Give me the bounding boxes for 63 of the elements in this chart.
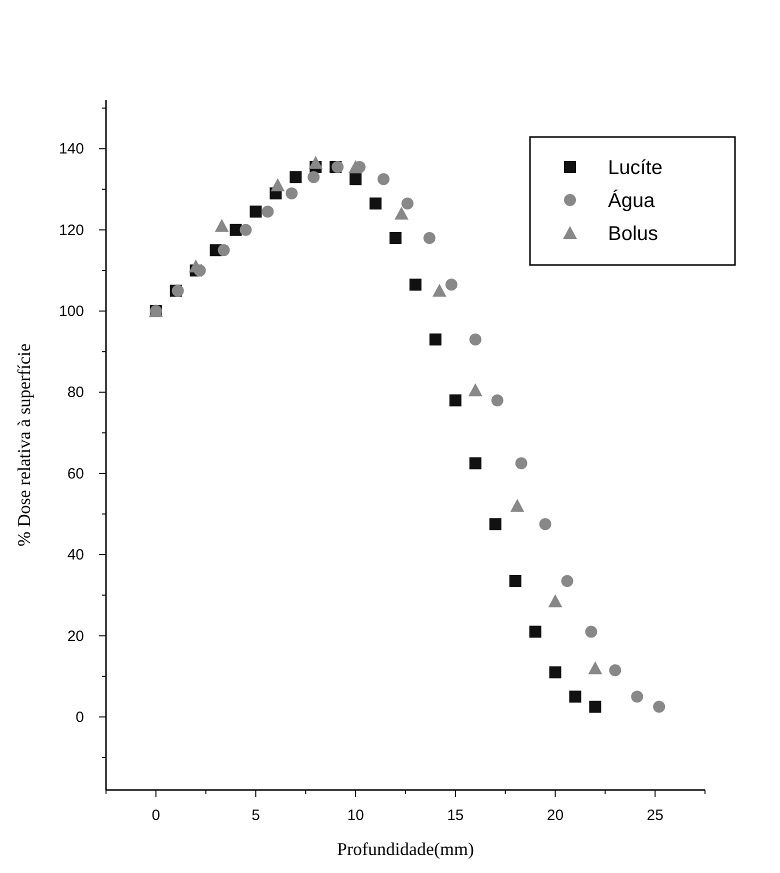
- point: [469, 457, 482, 470]
- point: [429, 333, 442, 346]
- point: [308, 156, 323, 169]
- point: [370, 198, 382, 210]
- point: [423, 232, 436, 244]
- point: [529, 626, 542, 638]
- point: [561, 574, 574, 587]
- y-tick-label: 140: [58, 140, 84, 158]
- x-axis-title: Profundidade(mm): [337, 839, 474, 859]
- x-tick-label: 20: [546, 807, 564, 824]
- y-tick-label: 80: [67, 384, 84, 402]
- point: [509, 574, 522, 587]
- point: [510, 498, 524, 512]
- point: [539, 518, 552, 530]
- x-tick-label: 25: [646, 807, 664, 824]
- point: [270, 178, 285, 192]
- legend-label: Água: [608, 189, 656, 212]
- point: [230, 224, 242, 236]
- point: [588, 661, 602, 674]
- point: [569, 690, 582, 703]
- point: [653, 700, 666, 713]
- point: [445, 278, 458, 291]
- point: [394, 206, 409, 220]
- point: [348, 160, 363, 173]
- point: [515, 457, 528, 470]
- point: [491, 394, 504, 406]
- point: [401, 198, 414, 210]
- point: [286, 187, 298, 200]
- point: [290, 171, 302, 184]
- point: [589, 700, 602, 713]
- point: [449, 394, 462, 406]
- y-tick-label: 40: [67, 546, 84, 564]
- point: [468, 383, 482, 396]
- point: [548, 594, 562, 608]
- point: [585, 626, 598, 638]
- y-tick-label: 120: [58, 222, 84, 239]
- x-tick-label: 0: [152, 807, 160, 824]
- point: [390, 232, 402, 244]
- y-tick-label: 20: [67, 628, 84, 645]
- point: [214, 218, 229, 232]
- legend-label: Bolus: [608, 223, 658, 245]
- y-axis-title: % Dose relativa à superfície: [14, 344, 34, 546]
- y-tick-label: 60: [67, 465, 84, 482]
- y-tick-label: 100: [58, 303, 84, 320]
- point: [240, 224, 252, 236]
- point: [262, 206, 274, 218]
- point: [469, 333, 482, 346]
- point: [218, 244, 230, 256]
- x-tick-label: 15: [447, 807, 464, 824]
- point: [409, 278, 422, 291]
- point: [378, 173, 390, 186]
- point: [489, 518, 502, 530]
- point: [350, 173, 362, 186]
- point: [549, 666, 562, 678]
- x-tick-label: 10: [347, 807, 364, 824]
- legend-label: Lucíte: [608, 157, 662, 179]
- point: [250, 206, 262, 218]
- point: [432, 284, 446, 297]
- y-tick-label: 0: [76, 708, 84, 726]
- point: [631, 690, 644, 703]
- point: [308, 171, 320, 184]
- point: [609, 664, 622, 676]
- x-tick-label: 5: [252, 807, 260, 824]
